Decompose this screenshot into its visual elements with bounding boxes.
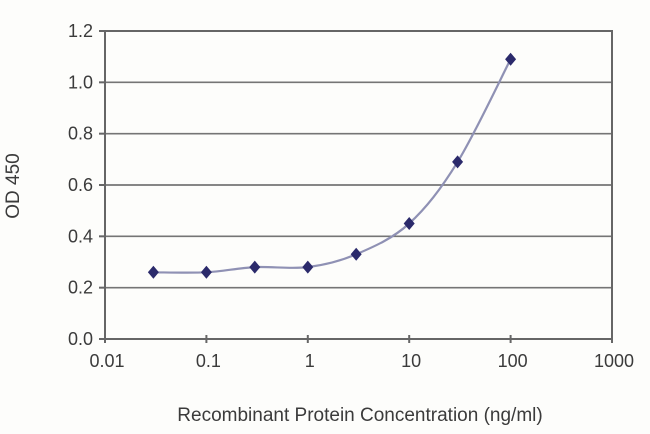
plot-frame bbox=[104, 30, 613, 340]
y-axis-title: OD 450 bbox=[3, 153, 24, 218]
y-tick-label: 0.6 bbox=[68, 175, 93, 195]
data-point-marker bbox=[147, 265, 159, 279]
y-tick-label: 1.0 bbox=[68, 72, 93, 92]
x-axis-title: Recombinant Protein Concentration (ng/ml… bbox=[177, 405, 542, 426]
data-point-marker bbox=[302, 260, 314, 274]
x-tick-label: 10 bbox=[401, 351, 421, 371]
data-point-marker bbox=[452, 155, 464, 169]
x-tick-label: 0.1 bbox=[196, 351, 221, 371]
y-tick-label: 0.8 bbox=[68, 124, 93, 144]
y-tick-label: 0.4 bbox=[68, 226, 93, 246]
x-tick-label: 0.01 bbox=[89, 351, 124, 371]
y-tick-label: 1.2 bbox=[68, 21, 93, 41]
data-point-marker bbox=[350, 247, 362, 261]
data-point-marker bbox=[403, 217, 415, 230]
x-tick-label: 1 bbox=[305, 351, 315, 371]
x-tick-label: 100 bbox=[498, 351, 528, 371]
data-point-marker bbox=[200, 265, 212, 279]
data-point-marker bbox=[249, 260, 261, 274]
data-point-marker bbox=[505, 52, 517, 66]
y-tick-label: 0.2 bbox=[68, 278, 93, 298]
y-tick-label: 0.0 bbox=[68, 329, 93, 349]
x-tick-label: 1000 bbox=[594, 351, 634, 371]
